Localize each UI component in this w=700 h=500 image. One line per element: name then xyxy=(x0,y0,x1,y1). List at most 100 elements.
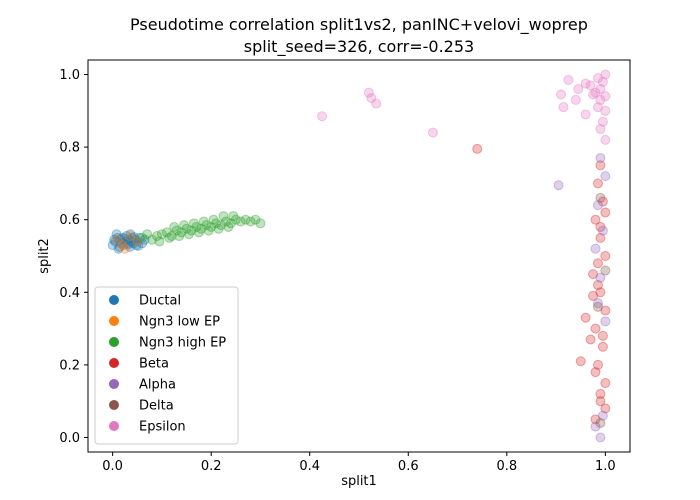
point-epsilon xyxy=(595,84,606,95)
point-beta xyxy=(592,280,603,291)
point-ngn3-high-ep xyxy=(184,229,195,240)
point-epsilon xyxy=(597,116,608,127)
point-ductal xyxy=(121,231,132,242)
point-alpha xyxy=(595,272,606,283)
point-ductal xyxy=(110,236,121,247)
point-ngn3-high-ep xyxy=(151,231,162,242)
point-alpha xyxy=(597,410,608,421)
point-ductal xyxy=(107,240,118,251)
point-ngn3-high-ep xyxy=(255,218,266,229)
legend-marker xyxy=(109,358,119,368)
point-alpha xyxy=(595,153,606,163)
x-axis-label: split1 xyxy=(341,474,377,489)
point-epsilon xyxy=(573,84,584,95)
point-ngn3-high-ep xyxy=(208,214,219,225)
point-ductal xyxy=(125,229,136,240)
point-ngn3-high-ep xyxy=(179,220,190,231)
point-epsilon xyxy=(592,73,603,84)
point-ngn3-high-ep xyxy=(206,221,217,232)
legend-box xyxy=(94,286,239,445)
y-axis-ticks: 0.0 0.2 0.4 0.6 0.8 1.0 xyxy=(59,68,88,446)
point-ductal xyxy=(113,243,124,254)
point-ngn3-high-ep xyxy=(223,221,234,232)
point-ductal xyxy=(127,232,138,243)
point-epsilon xyxy=(590,87,601,98)
point-epsilon xyxy=(600,134,611,145)
point-ngn3-high-ep xyxy=(213,223,224,234)
point-epsilon xyxy=(317,111,328,122)
point-alpha xyxy=(600,171,611,182)
point-ductal xyxy=(109,234,120,245)
point-delta xyxy=(600,265,611,276)
legend-marker xyxy=(109,316,119,326)
point-beta xyxy=(595,287,606,298)
point-beta xyxy=(597,341,608,352)
point-ductal xyxy=(116,238,127,249)
point-ngn3-high-ep xyxy=(188,218,199,229)
chart-subtitle: split_seed=326, corr=-0.253 xyxy=(244,37,474,57)
point-ductal xyxy=(131,240,142,251)
point-beta xyxy=(597,196,608,207)
point-alpha xyxy=(590,421,601,432)
legend-label: Beta xyxy=(139,357,169,372)
point-beta xyxy=(600,378,611,389)
point-beta xyxy=(595,221,606,232)
legend-label: Alpha xyxy=(139,378,176,393)
y-tick-label: 0.6 xyxy=(59,213,80,228)
point-alpha xyxy=(590,243,601,254)
point-epsilon xyxy=(585,80,596,91)
x-tick-label: 0.2 xyxy=(201,459,222,474)
point-ductal xyxy=(134,232,145,243)
point-delta xyxy=(595,417,606,428)
point-ngn3-high-ep xyxy=(137,232,148,243)
point-ngn3-high-ep xyxy=(161,227,172,238)
point-beta xyxy=(595,232,606,243)
point-ngn3-high-ep xyxy=(142,229,153,240)
y-tick-label: 1.0 xyxy=(59,68,80,83)
x-tick-label: 0.4 xyxy=(299,459,320,474)
point-ngn3-high-ep xyxy=(225,218,236,229)
point-ngn3-high-ep xyxy=(245,216,256,227)
point-ngn3-high-ep xyxy=(220,216,231,227)
point-alpha xyxy=(597,225,608,236)
plot-area xyxy=(87,59,631,453)
point-ngn3-high-ep xyxy=(196,223,207,234)
point-beta xyxy=(600,305,611,316)
point-ngn3-low-ep xyxy=(124,231,135,242)
point-alpha xyxy=(600,316,611,327)
y-axis-label: split2 xyxy=(37,238,52,274)
point-epsilon xyxy=(600,91,611,102)
point-ngn3-high-ep xyxy=(147,234,158,245)
point-ductal xyxy=(118,240,129,251)
y-tick-label: 0.0 xyxy=(59,431,80,446)
point-ngn3-high-ep xyxy=(154,236,165,247)
x-tick-label: 0.8 xyxy=(496,459,517,474)
points-layer xyxy=(107,69,611,443)
point-ngn3-high-ep xyxy=(171,225,182,236)
legend-label: Ductal xyxy=(139,294,181,309)
point-epsilon xyxy=(371,98,382,109)
point-ductal xyxy=(129,234,140,245)
point-ductal xyxy=(114,241,125,252)
y-tick-label: 0.8 xyxy=(59,141,80,156)
point-ngn3-high-ep xyxy=(181,223,192,234)
point-epsilon xyxy=(597,76,608,87)
point-ductal xyxy=(119,233,130,244)
point-epsilon xyxy=(588,89,599,100)
point-beta xyxy=(588,290,599,301)
point-beta xyxy=(600,251,611,261)
chart-title: Pseudotime correlation split1vs2, panINC… xyxy=(130,15,588,35)
x-axis-ticks: 0.0 0.2 0.4 0.6 0.8 1.0 xyxy=(102,452,616,474)
point-beta xyxy=(580,312,591,323)
point-ngn3-high-ep xyxy=(203,225,214,236)
point-ductal xyxy=(124,241,135,252)
legend-marker xyxy=(109,400,119,410)
point-beta xyxy=(590,214,601,225)
point-beta xyxy=(600,403,611,414)
point-beta xyxy=(590,367,601,378)
point-ngn3-high-ep xyxy=(176,227,187,238)
point-ductal xyxy=(126,236,137,247)
point-ductal xyxy=(128,238,139,249)
point-ngn3-high-ep xyxy=(193,227,204,238)
